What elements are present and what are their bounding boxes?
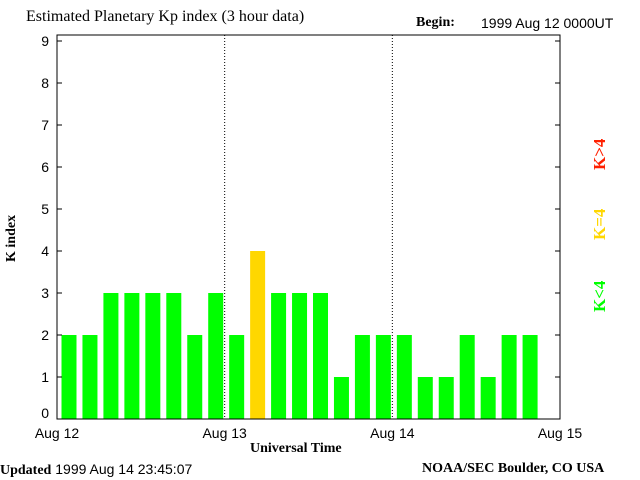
updated-value: 1999 Aug 14 23:45:07 — [55, 461, 193, 477]
y-axis-label: K index — [4, 214, 19, 262]
y-tick-label: 9 — [41, 33, 49, 49]
bar — [187, 335, 203, 419]
y-tick-label: 1 — [41, 369, 49, 385]
x-tick-label: Aug 12 — [35, 425, 80, 441]
bar — [313, 293, 328, 419]
bar — [354, 335, 370, 419]
legend-k-less-4: K<4 — [590, 280, 609, 312]
source-text: NOAA/SEC Boulder, CO USA — [422, 461, 605, 476]
x-tick-label: Aug 15 — [538, 425, 583, 441]
x-axis-label: Universal Time — [250, 441, 342, 456]
bar — [417, 377, 433, 419]
bar — [124, 293, 140, 419]
x-tick-label: Aug 14 — [370, 425, 415, 441]
bar — [166, 293, 182, 419]
bar — [501, 335, 517, 419]
legend-k-greater-4: K>4 — [590, 138, 609, 170]
plot-frame — [56, 34, 561, 420]
begin-label: Begin: — [416, 15, 455, 30]
bar — [333, 377, 349, 419]
y-tick-label: 3 — [41, 285, 49, 301]
bar — [271, 293, 287, 419]
bar — [480, 377, 496, 419]
bar — [229, 335, 245, 419]
bar — [82, 335, 98, 419]
bar — [250, 251, 266, 419]
bar — [396, 335, 412, 419]
y-tick-label: 2 — [41, 327, 49, 343]
legend-k-equal-4: K=4 — [590, 208, 609, 240]
bar — [522, 335, 538, 419]
y-tick-label: 5 — [41, 201, 49, 217]
y-tick-label: 7 — [41, 117, 49, 133]
bar — [61, 335, 77, 419]
bar — [292, 293, 308, 419]
bar — [459, 335, 475, 419]
updated-label: Updated — [0, 463, 52, 478]
y-tick-label: 0 — [41, 405, 49, 421]
begin-value: 1999 Aug 12 0000UT — [481, 15, 614, 31]
bar — [145, 293, 161, 419]
y-tick-label: 4 — [41, 243, 49, 259]
y-tick-label: 6 — [41, 159, 49, 175]
bar — [103, 293, 119, 419]
y-tick-label: 8 — [41, 75, 49, 91]
bar — [208, 293, 224, 419]
bar — [375, 335, 391, 419]
x-tick-label: Aug 13 — [202, 425, 247, 441]
chart-title: Estimated Planetary Kp index (3 hour dat… — [26, 8, 305, 25]
bar — [438, 377, 454, 419]
updated-text: Updated 1999 Aug 14 23:45:07 — [0, 461, 192, 479]
